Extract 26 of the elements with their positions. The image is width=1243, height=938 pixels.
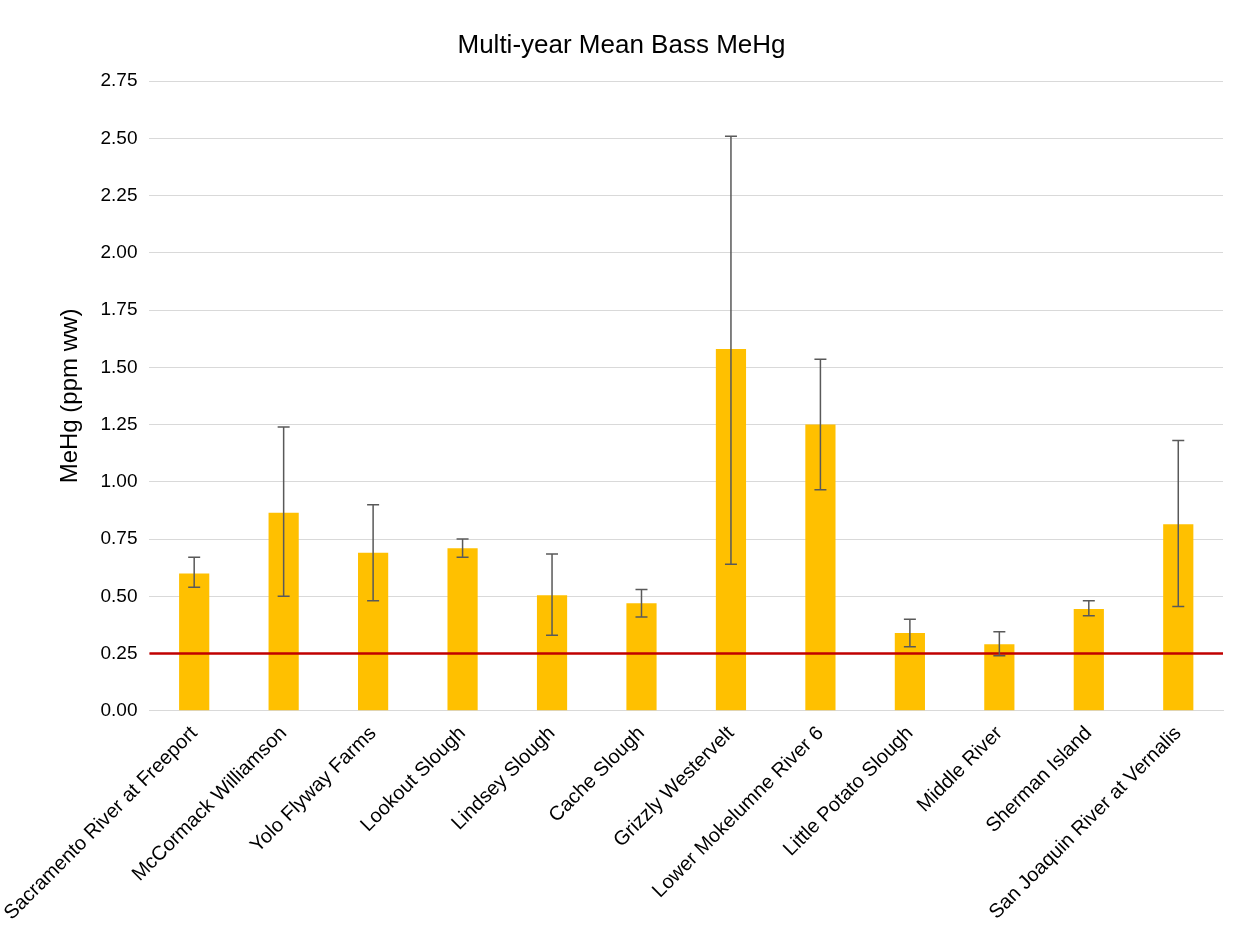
bar — [984, 644, 1015, 711]
bar — [626, 603, 657, 711]
bar — [1163, 524, 1194, 711]
y-tick-label: 1.00 — [100, 470, 138, 492]
y-tick-label: 2.50 — [100, 126, 138, 148]
bar — [358, 552, 389, 711]
bar — [715, 349, 747, 711]
bar — [447, 548, 478, 711]
bar — [1073, 608, 1104, 711]
y-tick-label: 2.75 — [100, 69, 138, 91]
bar — [536, 595, 568, 711]
y-tick-label: 0.00 — [100, 698, 138, 720]
y-tick-label: 1.25 — [100, 412, 138, 434]
y-tick-label: 0.50 — [100, 584, 138, 606]
y-axis-title: MeHg (ppm ww) — [54, 308, 82, 484]
bar — [894, 632, 925, 711]
bar — [805, 424, 836, 711]
y-tick-label: 0.75 — [100, 527, 138, 549]
y-tick-label: 1.50 — [100, 355, 138, 377]
y-tick-label: 2.00 — [100, 241, 138, 263]
y-tick-label: 1.75 — [100, 298, 138, 320]
y-tick-label: 2.25 — [100, 183, 138, 205]
bar — [268, 512, 299, 711]
y-tick-label: 0.25 — [100, 641, 138, 663]
chart-title: Multi-year Mean Bass MeHg — [457, 28, 786, 59]
bar — [179, 573, 210, 711]
